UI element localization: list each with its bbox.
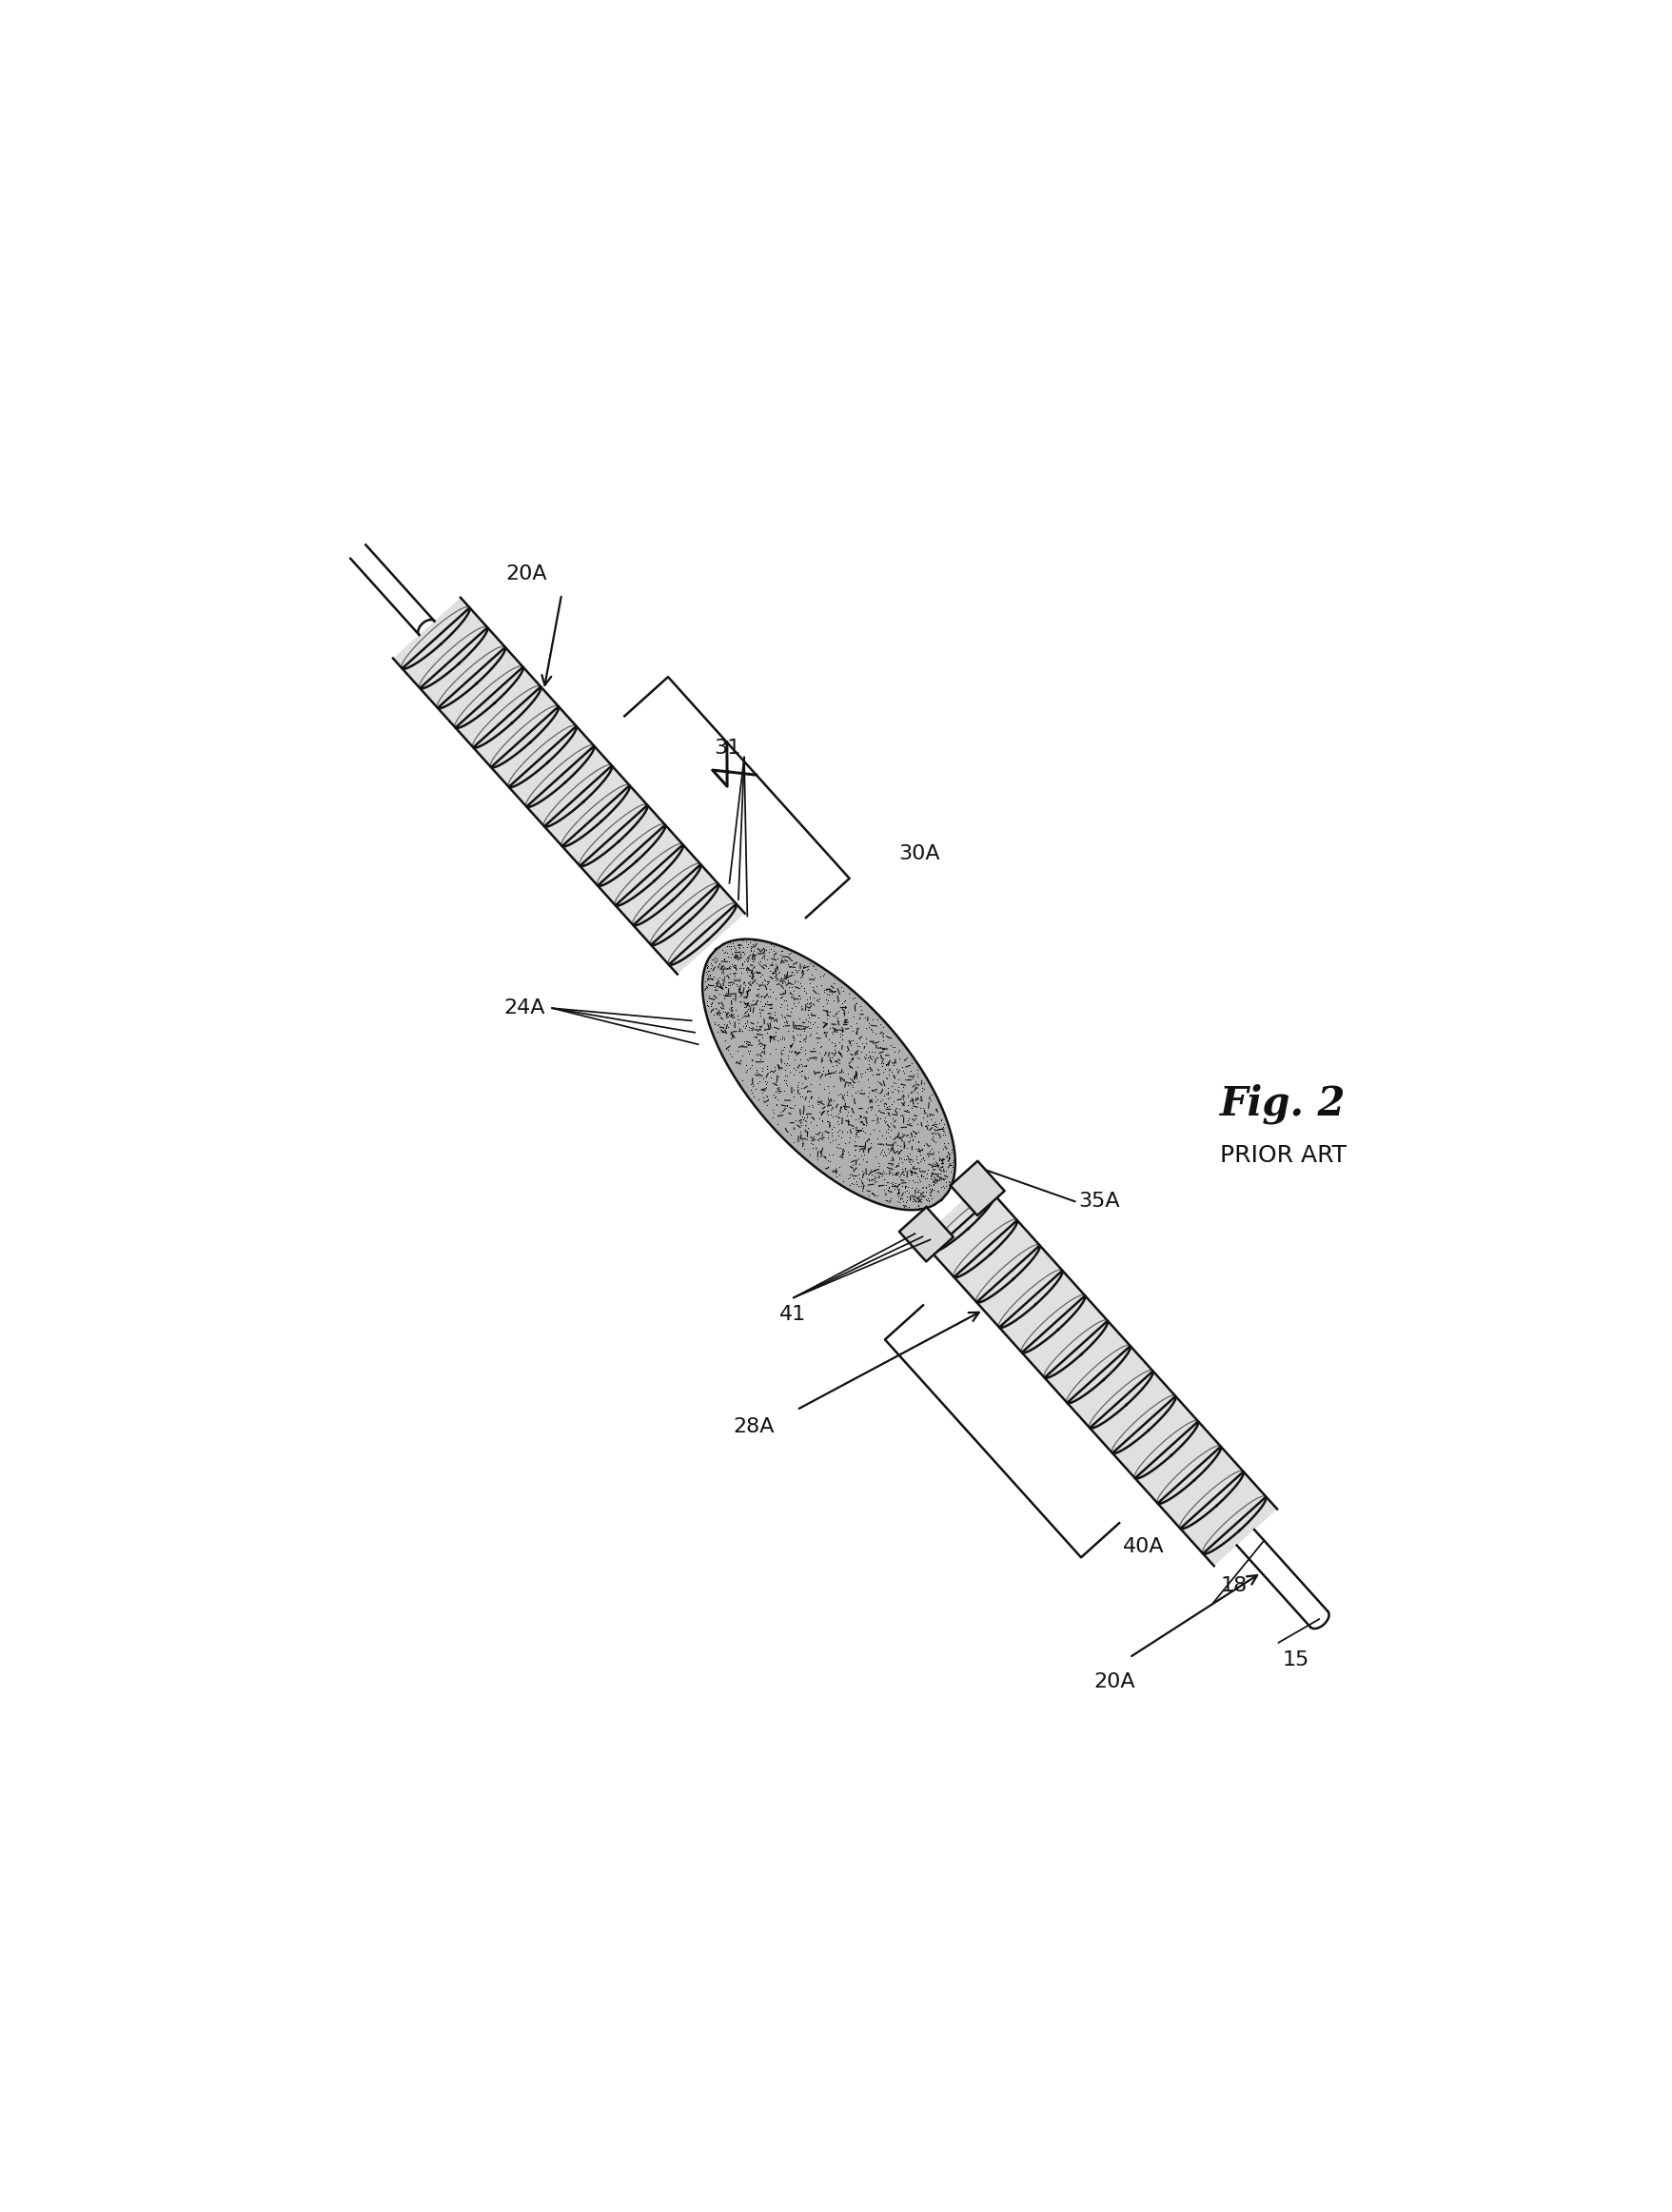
Polygon shape xyxy=(393,597,744,973)
Text: 31: 31 xyxy=(714,739,741,757)
Text: Fig. 2: Fig. 2 xyxy=(1219,1084,1346,1124)
Text: 41: 41 xyxy=(779,1305,806,1325)
Text: 15: 15 xyxy=(1281,1650,1309,1670)
Polygon shape xyxy=(920,1181,1276,1566)
Text: 28A: 28A xyxy=(732,1418,774,1436)
Text: 18: 18 xyxy=(1221,1577,1247,1595)
Polygon shape xyxy=(898,1208,953,1261)
Text: 20A: 20A xyxy=(505,564,547,584)
Polygon shape xyxy=(702,940,955,1210)
Polygon shape xyxy=(950,1161,1003,1214)
Text: 30A: 30A xyxy=(898,845,940,863)
Text: 40A: 40A xyxy=(1122,1537,1164,1555)
Text: 20A: 20A xyxy=(1093,1672,1135,1692)
Text: PRIOR ART: PRIOR ART xyxy=(1219,1144,1346,1166)
Text: 24A: 24A xyxy=(503,998,545,1018)
Text: 35A: 35A xyxy=(1078,1192,1120,1210)
